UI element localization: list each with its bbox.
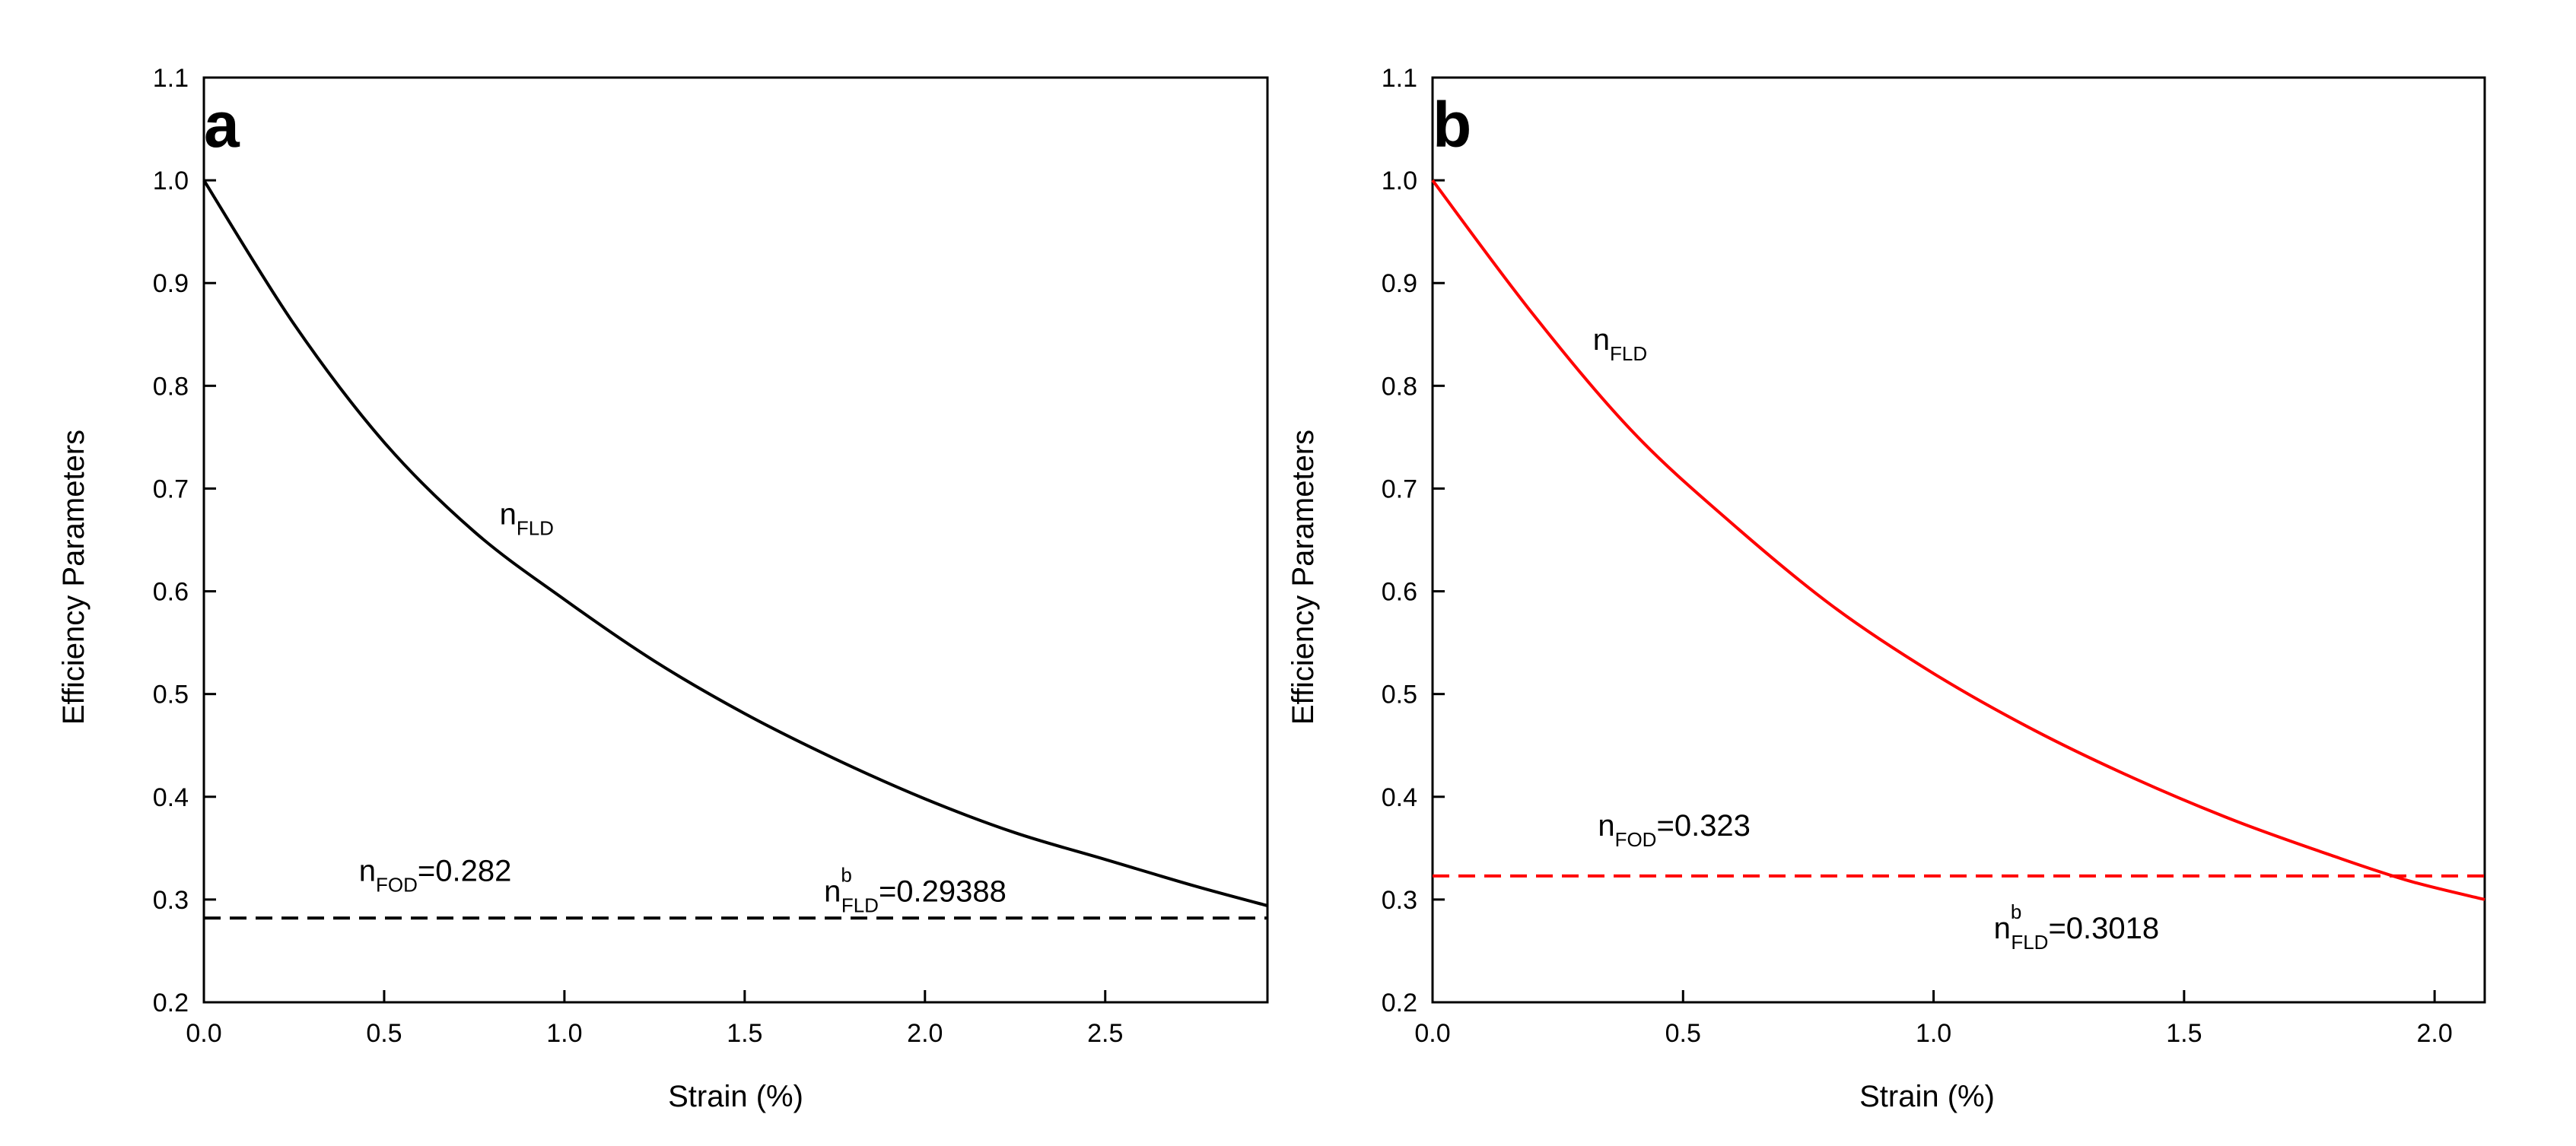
panel-a-y-tick-label: 1.0 bbox=[153, 167, 189, 195]
panel-a-plot: 0.0 0.5 1.0 1.5 2.0 2.5 0.2 0.3 0.4 0.5 0.6 0.7 0.8 0… bbox=[153, 64, 1269, 1048]
panel-b-x-tick-label: 0.5 bbox=[1665, 1019, 1701, 1048]
panel-b-annotation-2: nFOD=0.323 bbox=[1598, 809, 1751, 851]
panel-a-y-axis-title: Efficiency Parameters bbox=[57, 430, 91, 725]
panel-a-axes-frame bbox=[202, 76, 1269, 1004]
panel-b-y-tick-label: 0.8 bbox=[1382, 372, 1417, 401]
panel-b-x-tick-label: 1.0 bbox=[1916, 1019, 1951, 1048]
panel-a-x-tick-label: 0.0 bbox=[186, 1019, 221, 1048]
panel-b-letter: b bbox=[1433, 89, 1471, 160]
panel-a-annotation-2: nFOD=0.282 bbox=[359, 855, 512, 897]
panel-b-y-tick-label: 0.7 bbox=[1382, 475, 1417, 503]
panel-b-y-tick-label: 1.0 bbox=[1382, 167, 1417, 195]
panel-a-annotation-3: nb FLD=0.29388 bbox=[824, 864, 1007, 917]
panel-b-y-tick-label: 0.4 bbox=[1382, 783, 1417, 812]
panel-a-y-tick-label: 0.2 bbox=[153, 989, 189, 1017]
panel-b-annotation-3: nb FLD=0.3018 bbox=[1994, 900, 2160, 954]
panel-a-x-tick-label: 2.5 bbox=[1087, 1019, 1123, 1048]
panel-b-x-axis-title: Strain (%) bbox=[1859, 1080, 1995, 1113]
panel-a-x-tick-label: 1.0 bbox=[546, 1019, 582, 1048]
panel-b: b 0.0 0.5 1.0 1.5 2.00.20.30.40.50.60.70.80.… bbox=[1286, 64, 2486, 1113]
panel-a-x-tick-label: 1.5 bbox=[727, 1019, 762, 1048]
panel-a-series-nfld-curve bbox=[202, 179, 1268, 907]
panel-b-x-tick-label: 0.0 bbox=[1414, 1019, 1450, 1048]
panel-b-y-tick-label: 0.2 bbox=[1382, 989, 1417, 1017]
panel-b-axes-frame bbox=[1431, 76, 2486, 1004]
panel-a-y-tick-label: 0.7 bbox=[153, 475, 189, 503]
panel-b-annotation-1: nFLD bbox=[1593, 323, 1647, 365]
panel-a-y-tick-label: 0.9 bbox=[153, 269, 189, 298]
panel-b-y-tick-label: 0.9 bbox=[1382, 269, 1417, 298]
panel-b-plot: 0.0 0.5 1.0 1.5 2.0 0.2 0.3 0.4 0.5 0.6 0.7 0.8 0.9 1… bbox=[1382, 64, 2486, 1048]
panel-b-y-axis-title: Efficiency Parameters bbox=[1286, 430, 1320, 725]
panel-b-y-tick-label: 1.1 bbox=[1382, 64, 1417, 93]
panel-a-y-tick-label: 0.5 bbox=[153, 681, 189, 710]
panel-a-annotation-1: nFLD bbox=[500, 498, 554, 540]
panel-b-series-nfld-curve bbox=[1431, 179, 2485, 901]
panel-a-y-tick-label: 0.3 bbox=[153, 886, 189, 915]
panel-a-y-tick-label: 0.4 bbox=[153, 783, 189, 812]
panel-a: a 0.0 0.5 1.0 1.5 2.0 2.50.20.30.40.50.60.70.… bbox=[57, 64, 1269, 1113]
panel-a-y-tick-label: 0.8 bbox=[153, 372, 189, 401]
panel-b-x-tick-label: 1.5 bbox=[2166, 1019, 2202, 1048]
panel-b-y-tick-label: 0.6 bbox=[1382, 578, 1417, 607]
panel-a-x-axis-title: Strain (%) bbox=[668, 1080, 803, 1113]
panel-a-y-tick-label: 0.6 bbox=[153, 578, 189, 607]
panel-a-x-tick-label: 0.5 bbox=[366, 1019, 402, 1048]
panel-b-y-tick-label: 0.5 bbox=[1382, 681, 1417, 710]
panel-a-y-tick-label: 1.1 bbox=[153, 64, 189, 93]
panel-b-x-tick-label: 2.0 bbox=[2417, 1019, 2453, 1048]
panel-a-letter: a bbox=[204, 89, 240, 160]
panel-b-y-tick-label: 0.3 bbox=[1382, 886, 1417, 915]
panel-a-x-tick-label: 2.0 bbox=[907, 1019, 943, 1048]
